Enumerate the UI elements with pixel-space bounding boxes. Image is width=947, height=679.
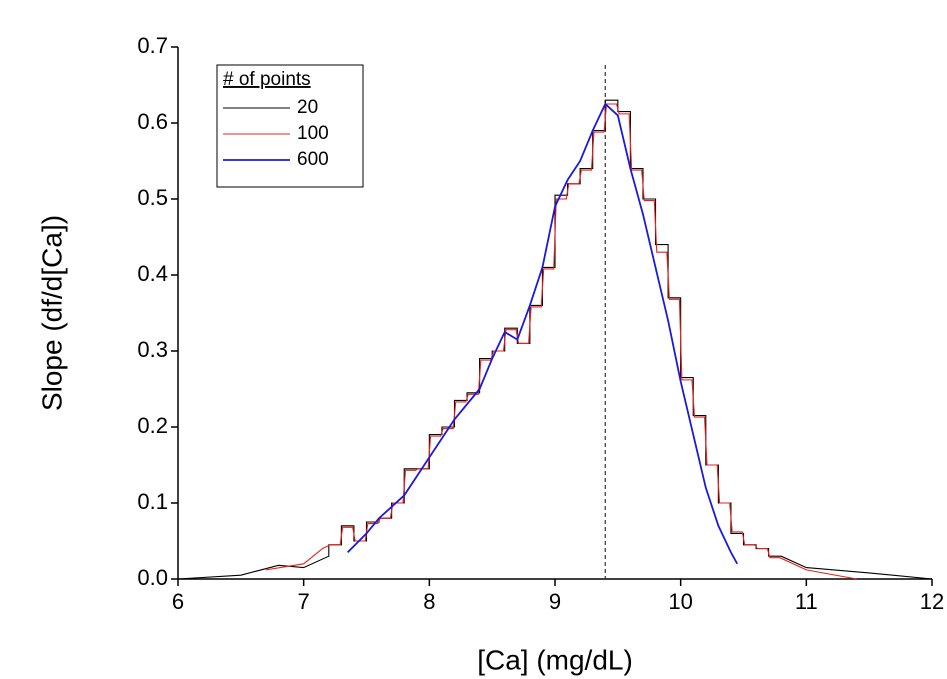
- x-tick-label: 9: [549, 589, 561, 614]
- y-tick-label: 0.2: [137, 413, 168, 438]
- series-line: [347, 102, 739, 565]
- x-tick-label: 6: [172, 589, 184, 614]
- x-tick-label: 12: [920, 589, 944, 614]
- x-tick-label: 7: [298, 589, 310, 614]
- legend-box: [216, 64, 364, 188]
- y-tick-label: 0.0: [137, 565, 168, 590]
- y-tick-label: 0.4: [137, 261, 168, 286]
- y-tick-label: 0.3: [137, 337, 168, 362]
- legend-label: 600: [297, 149, 329, 170]
- y-axis-label: Slope (df/d[Ca]): [36, 215, 67, 411]
- legend-title: # of points: [223, 69, 311, 90]
- x-axis-label: [Ca] (mg/dL): [477, 644, 633, 675]
- y-tick-label: 0.1: [137, 489, 168, 514]
- legend: # of points 20 100 600: [216, 64, 364, 188]
- y-tick-label: 0.6: [137, 109, 168, 134]
- y-tick-label: 0.5: [137, 185, 168, 210]
- series-line: [265, 103, 857, 580]
- legend-label: 20: [297, 97, 318, 118]
- y-tick-label: 0.7: [137, 33, 168, 58]
- x-tick-label: 8: [423, 589, 435, 614]
- x-tick-label: 11: [795, 589, 818, 614]
- x-tick-label: 10: [668, 589, 692, 614]
- legend-label: 100: [297, 123, 329, 144]
